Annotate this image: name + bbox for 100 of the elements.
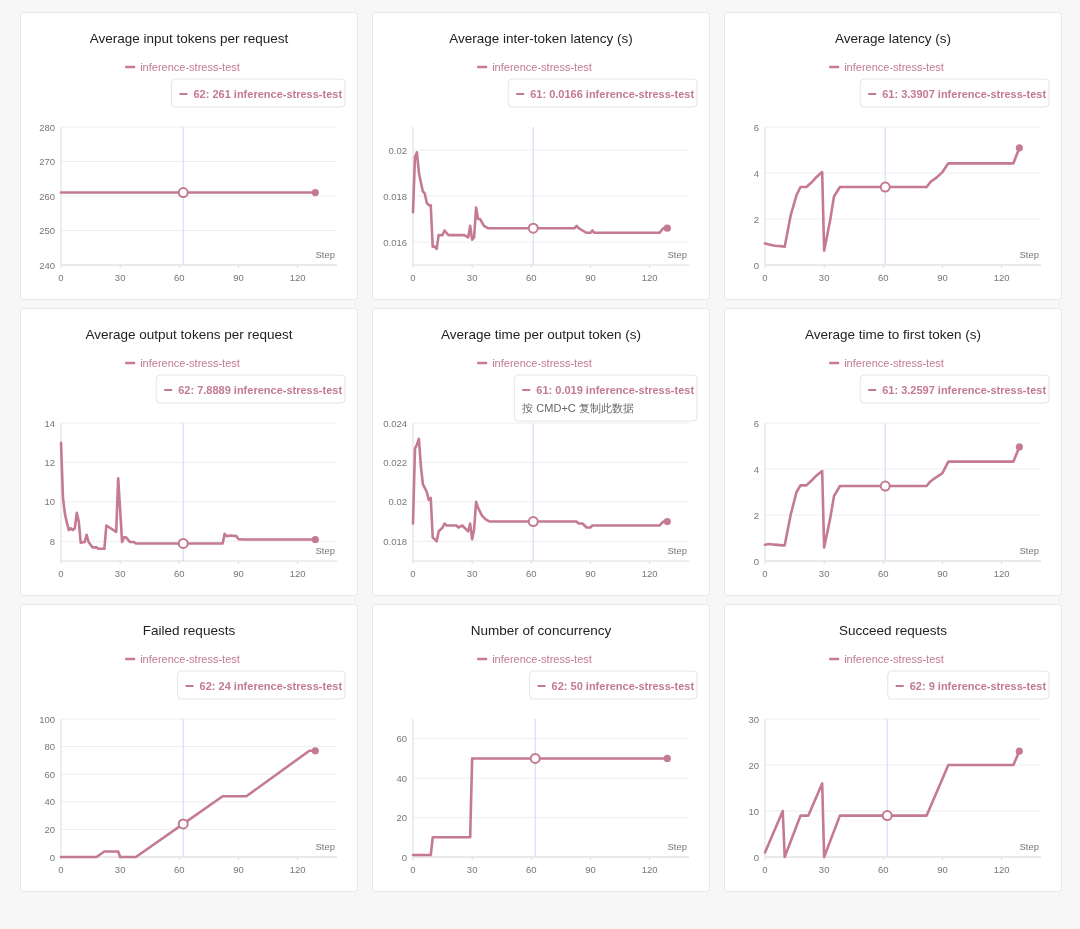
x-axis-title: Step bbox=[667, 841, 687, 852]
text: 按 CMD+C 复制此数据 bbox=[522, 402, 634, 414]
x-tick-label: 120 bbox=[993, 568, 1010, 579]
text: 61: 3.3907 inference-stress-test bbox=[882, 88, 1047, 100]
legend-label: inference-stress-test bbox=[140, 61, 240, 73]
y-tick-label: 0 bbox=[753, 259, 759, 271]
legend-label: inference-stress-test bbox=[492, 61, 592, 73]
chart-title: Average inter-token latency (s) bbox=[449, 31, 633, 46]
x-tick-label: 120 bbox=[641, 272, 658, 283]
chart-title: Average input tokens per request bbox=[89, 31, 289, 46]
legend-label: inference-stress-test bbox=[140, 357, 240, 369]
chart-title: Average time per output token (s) bbox=[440, 327, 642, 342]
y-tick-label: 80 bbox=[44, 741, 55, 753]
x-tick-label: 120 bbox=[641, 864, 658, 875]
text: 61: 3.2597 inference-stress-test bbox=[882, 384, 1047, 396]
y-tick-label: 0 bbox=[49, 851, 55, 863]
text: 62: 24 inference-stress-test bbox=[199, 680, 343, 692]
chart-title: Average output tokens per request bbox=[85, 327, 293, 342]
x-axis-title: Step bbox=[1019, 545, 1039, 556]
x-tick-label: 60 bbox=[174, 568, 185, 579]
x-tick-label: 90 bbox=[585, 864, 596, 875]
y-tick-label: 10 bbox=[748, 805, 759, 817]
x-tick-label: 30 bbox=[818, 864, 830, 875]
x-tick-label: 30 bbox=[466, 864, 478, 875]
x-tick-label: 120 bbox=[289, 568, 306, 579]
chart-title: Number of concurrency bbox=[470, 623, 612, 638]
x-axis-title: Step bbox=[667, 545, 687, 556]
y-tick-label: 0.022 bbox=[383, 456, 407, 468]
y-tick-label: 8 bbox=[49, 535, 55, 547]
y-tick-label: 2 bbox=[753, 213, 759, 225]
x-tick-label: 60 bbox=[878, 864, 889, 875]
y-tick-label: 0 bbox=[753, 555, 759, 567]
y-tick-label: 270 bbox=[39, 156, 55, 167]
y-tick-label: 0.018 bbox=[383, 535, 407, 547]
y-tick-label: 0.024 bbox=[383, 417, 407, 429]
y-tick-label: 0.02 bbox=[388, 496, 407, 508]
x-tick-label: 60 bbox=[174, 272, 185, 283]
x-tick-label: 0 bbox=[58, 568, 64, 579]
x-tick-label: 90 bbox=[585, 568, 596, 579]
x-tick-label: 0 bbox=[410, 272, 416, 283]
y-tick-label: 6 bbox=[753, 417, 759, 429]
x-tick-label: 30 bbox=[818, 272, 830, 283]
text: 62: 50 inference-stress-test bbox=[551, 680, 695, 692]
text: 61: 0.0166 inference-stress-test bbox=[530, 88, 695, 100]
chart-title: Average time to first token (s) bbox=[804, 327, 982, 342]
x-tick-label: 0 bbox=[58, 272, 64, 283]
x-tick-label: 90 bbox=[937, 864, 948, 875]
text: 62: 7.8889 inference-stress-test bbox=[178, 384, 343, 396]
x-tick-label: 60 bbox=[526, 864, 537, 875]
y-tick-label: 280 bbox=[39, 121, 55, 133]
y-tick-label: 4 bbox=[753, 167, 759, 179]
x-axis-title: Step bbox=[1019, 249, 1039, 260]
x-axis-title: Step bbox=[315, 841, 335, 852]
x-axis-title: Step bbox=[1019, 841, 1039, 852]
x-axis-title: Step bbox=[315, 249, 335, 260]
x-tick-label: 120 bbox=[289, 272, 306, 283]
x-axis-title: Step bbox=[667, 249, 687, 260]
x-tick-label: 60 bbox=[526, 568, 537, 579]
x-tick-label: 90 bbox=[233, 568, 244, 579]
legend-label: inference-stress-test bbox=[844, 61, 944, 73]
x-tick-label: 30 bbox=[818, 568, 830, 579]
y-tick-label: 240 bbox=[39, 259, 55, 271]
text: 62: 9 inference-stress-test bbox=[909, 680, 1047, 692]
x-tick-label: 90 bbox=[585, 272, 596, 283]
x-tick-label: 30 bbox=[466, 568, 478, 579]
legend-label: inference-stress-test bbox=[844, 357, 944, 369]
y-tick-label: 250 bbox=[39, 225, 55, 236]
x-tick-label: 30 bbox=[114, 272, 126, 283]
y-tick-label: 0.02 bbox=[388, 144, 407, 156]
x-tick-label: 60 bbox=[878, 568, 889, 579]
legend-label: inference-stress-test bbox=[140, 653, 240, 665]
y-tick-label: 0.016 bbox=[383, 236, 407, 248]
y-tick-label: 10 bbox=[44, 496, 55, 508]
y-tick-label: 2 bbox=[753, 509, 759, 521]
text: 62: 261 inference-stress-test bbox=[193, 88, 343, 100]
chart-title: Succeed requests bbox=[838, 623, 948, 638]
x-tick-label: 60 bbox=[526, 272, 537, 283]
x-axis-title: Step bbox=[315, 545, 335, 556]
chart-title: Average latency (s) bbox=[834, 31, 952, 46]
y-tick-label: 20 bbox=[396, 812, 407, 824]
y-tick-label: 60 bbox=[44, 768, 55, 780]
x-tick-label: 60 bbox=[174, 864, 185, 875]
y-tick-label: 0.018 bbox=[383, 190, 407, 202]
legend-label: inference-stress-test bbox=[492, 357, 592, 369]
y-tick-label: 260 bbox=[39, 190, 55, 202]
y-tick-label: 40 bbox=[44, 796, 55, 808]
x-tick-label: 120 bbox=[289, 864, 306, 875]
x-tick-label: 0 bbox=[410, 568, 416, 579]
y-tick-label: 100 bbox=[39, 713, 55, 725]
y-tick-label: 0 bbox=[401, 851, 407, 863]
y-tick-label: 6 bbox=[753, 121, 759, 133]
x-tick-label: 120 bbox=[641, 568, 658, 579]
legend-label: inference-stress-test bbox=[844, 653, 944, 665]
x-tick-label: 30 bbox=[114, 864, 126, 875]
x-tick-label: 0 bbox=[58, 864, 64, 875]
x-tick-label: 30 bbox=[466, 272, 478, 283]
y-tick-label: 4 bbox=[753, 463, 759, 475]
legend-label: inference-stress-test bbox=[492, 653, 592, 665]
y-tick-label: 20 bbox=[44, 823, 55, 835]
x-tick-label: 90 bbox=[233, 864, 244, 875]
